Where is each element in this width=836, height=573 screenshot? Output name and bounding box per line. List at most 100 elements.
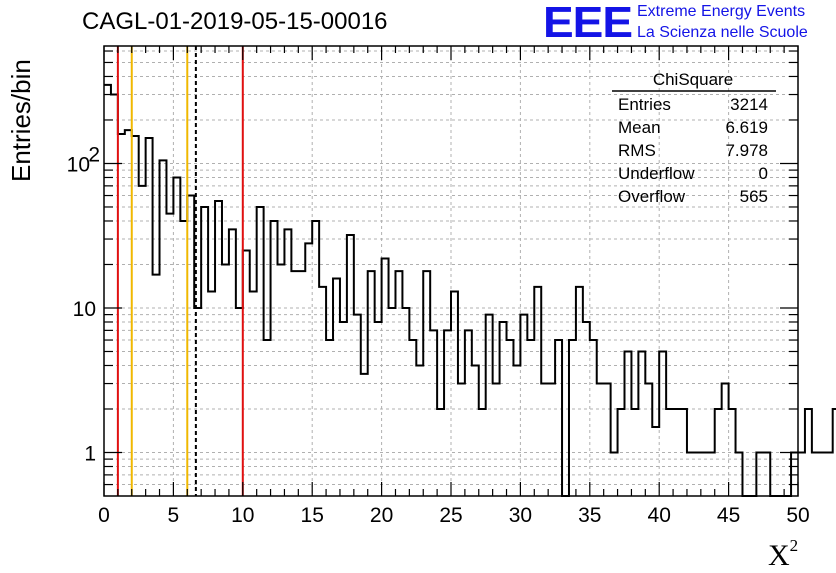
histogram-bin	[208, 292, 215, 496]
histogram-bin	[305, 243, 312, 496]
x-tick-label: 30	[509, 504, 532, 527]
histogram-bin	[284, 229, 291, 496]
histogram-bin	[416, 365, 423, 496]
histogram-bin	[576, 287, 583, 496]
histogram-bin	[423, 271, 430, 496]
stats-value-entries: 3214	[730, 95, 768, 114]
histogram-bin	[160, 160, 167, 496]
x-tick-label: 50	[786, 504, 809, 527]
stats-value-mean: 6.619	[725, 118, 768, 137]
histogram-bin	[534, 287, 541, 496]
histogram-bin	[680, 409, 687, 496]
x-tick-label: 15	[301, 504, 324, 527]
histogram-bin	[361, 374, 368, 496]
histogram-bin	[125, 130, 132, 496]
histogram-bin	[451, 292, 458, 496]
histogram-bin	[319, 287, 326, 496]
stats-value-underflow: 0	[759, 164, 768, 183]
histogram-bins	[104, 83, 836, 497]
histogram-bin	[312, 221, 319, 496]
histogram-bin	[465, 330, 472, 496]
histogram-bin	[652, 427, 659, 496]
histogram-bin	[659, 351, 666, 496]
histogram-bin	[729, 409, 736, 496]
x-tick-label: 25	[439, 504, 462, 527]
histogram-bin	[513, 365, 520, 496]
histogram-bin	[264, 340, 271, 496]
histogram-bin	[687, 452, 694, 496]
histogram-bin	[347, 235, 354, 496]
histogram-bin	[437, 409, 444, 496]
histogram-bin	[333, 278, 340, 496]
histogram-bin	[763, 452, 770, 496]
histogram-bin	[389, 308, 396, 496]
histogram-bin	[375, 322, 382, 496]
histogram-bin	[507, 340, 514, 496]
histogram-bin	[500, 322, 507, 496]
histogram-bin	[673, 409, 680, 496]
histogram-bin	[382, 259, 389, 496]
histogram-bin	[472, 365, 479, 496]
histogram-bin	[569, 340, 576, 496]
histogram-bin	[520, 315, 527, 496]
histogram-bin	[645, 384, 652, 496]
histogram-bin	[173, 177, 180, 496]
histogram-bin	[430, 330, 437, 496]
histogram-bin	[638, 351, 645, 496]
histogram-bin	[153, 275, 160, 496]
histogram-bin	[444, 330, 451, 496]
histogram-bin	[541, 384, 548, 496]
histogram-bin	[402, 308, 409, 496]
histogram-bin	[555, 340, 562, 496]
histogram-bin	[250, 292, 257, 496]
histogram-bin	[812, 452, 819, 496]
y-tick-label-superscript: 2	[88, 143, 100, 166]
stats-value-overflow: 565	[740, 187, 768, 206]
histogram-bin	[395, 271, 402, 496]
x-tick-label: 10	[231, 504, 254, 527]
stats-label-underflow: Underflow	[618, 164, 695, 183]
histogram-bin	[611, 452, 618, 496]
stats-title: ChiSquare	[653, 70, 733, 89]
histogram-bin	[666, 409, 673, 496]
histogram-bin	[715, 409, 722, 496]
x-axis-label: X2	[768, 536, 798, 573]
histogram-bin	[278, 264, 285, 496]
logo-caption-line1: Extreme Energy Events	[637, 3, 806, 20]
histogram-bin	[243, 250, 250, 496]
histogram-bin	[354, 315, 361, 496]
histogram-bin	[326, 340, 333, 496]
chart-title: CAGL-01-2019-05-15-00016	[82, 8, 388, 35]
histogram-bin	[132, 136, 139, 496]
histogram-bin	[694, 452, 701, 496]
histogram-bin	[111, 95, 118, 496]
stats-value-rms: 7.978	[725, 141, 768, 160]
stats-box: ChiSquare Entries 3214 Mean 6.619 RMS 7.…	[612, 70, 776, 206]
histogram-bin	[229, 229, 236, 496]
histogram-bin	[187, 196, 194, 496]
y-tick-label: 10	[73, 298, 96, 321]
histogram-bin	[708, 452, 715, 496]
histogram-bin	[798, 452, 805, 496]
histogram-bin	[479, 409, 486, 496]
x-tick-label: 20	[370, 504, 393, 527]
stats-label-rms: RMS	[618, 141, 656, 160]
stats-label-overflow: Overflow	[618, 187, 686, 206]
histogram-outline	[104, 83, 836, 497]
histogram-bin	[215, 201, 222, 496]
histogram-bin	[819, 452, 826, 496]
logo-caption-line2: La Scienza nelle Scuole	[637, 24, 808, 41]
histogram-bin	[493, 384, 500, 496]
histogram-bin	[201, 207, 208, 496]
histogram-bin	[597, 384, 604, 496]
x-axis-label-main: X	[768, 539, 790, 572]
histogram-bin	[118, 134, 125, 496]
histogram-bin	[409, 340, 416, 496]
x-axis-label-superscript: 2	[789, 536, 799, 555]
histogram-bin	[590, 340, 597, 496]
histogram-bin	[756, 452, 763, 496]
histogram-bin	[625, 351, 632, 496]
histogram-bin	[298, 271, 305, 496]
